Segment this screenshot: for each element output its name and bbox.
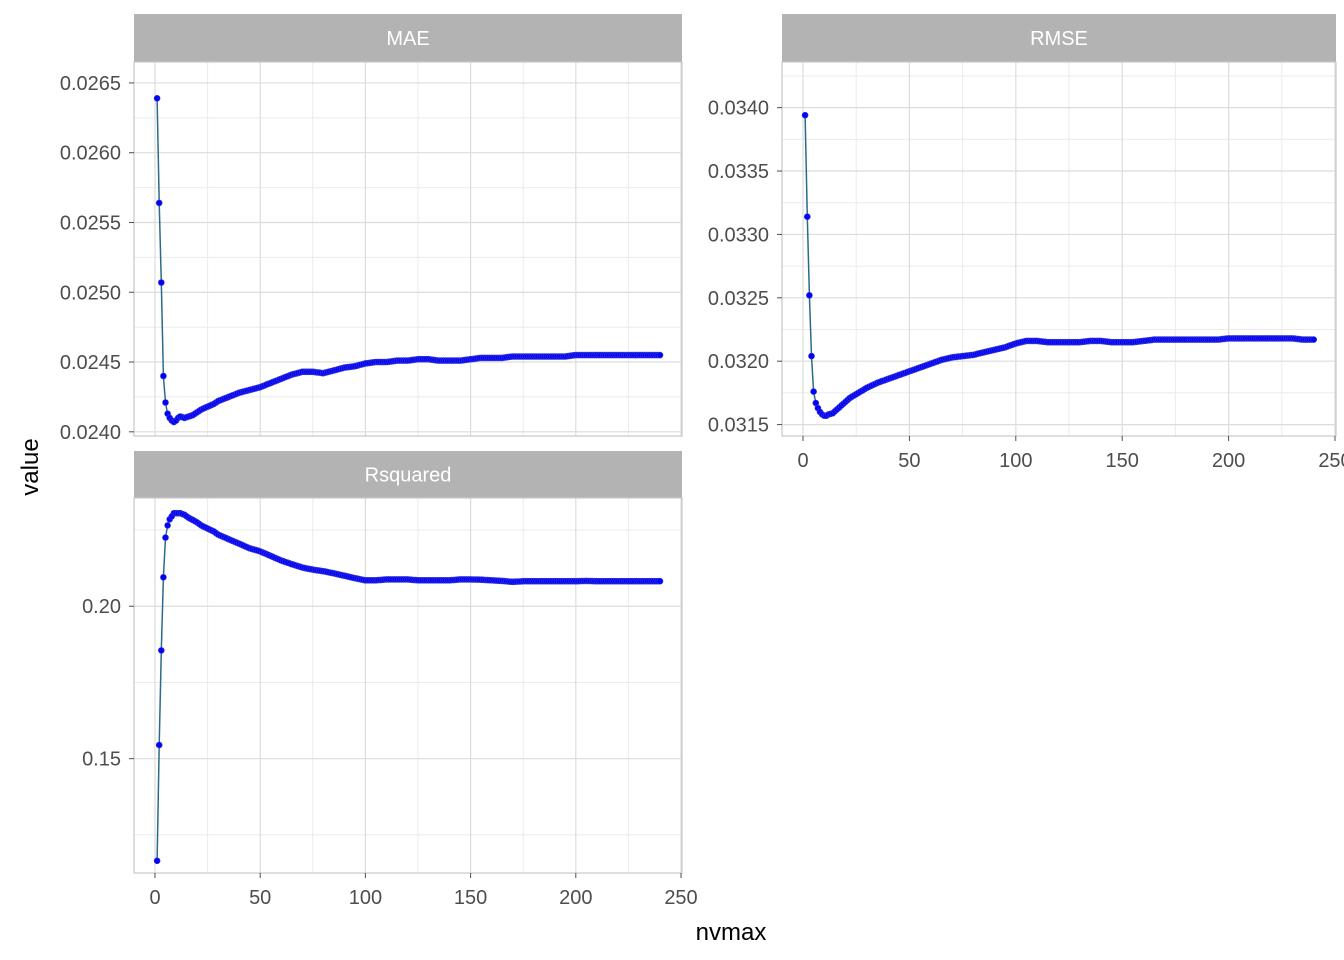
data-point bbox=[158, 647, 165, 654]
x-tick-label: 100 bbox=[999, 450, 1032, 472]
y-tick-label: 0.0315 bbox=[708, 415, 769, 437]
y-tick-label: 0.0330 bbox=[708, 224, 769, 246]
data-point bbox=[153, 857, 161, 865]
data-point bbox=[158, 279, 165, 286]
x-tick-label: 200 bbox=[559, 887, 592, 909]
x-tick-label: 0 bbox=[149, 887, 160, 909]
y-tick-label: 0.0335 bbox=[708, 161, 769, 183]
panel-border bbox=[133, 61, 683, 437]
facet-strip-label: RMSE bbox=[1030, 28, 1088, 50]
y-tick-label: 0.15 bbox=[82, 749, 121, 771]
data-point bbox=[806, 291, 813, 299]
y-tick-label: 0.0245 bbox=[60, 352, 121, 374]
x-tick-label: 200 bbox=[1212, 450, 1245, 472]
series-line bbox=[156, 512, 660, 861]
y-tick-label: 0.0325 bbox=[708, 288, 769, 310]
facet-strip bbox=[134, 451, 682, 498]
facet-strip-label: Rsquared bbox=[365, 465, 452, 487]
data-point bbox=[803, 213, 811, 220]
data-point bbox=[162, 399, 169, 406]
data-point bbox=[808, 352, 815, 360]
series-line bbox=[804, 115, 1314, 417]
facet-strip bbox=[782, 14, 1336, 62]
y-tick-label: 0.0265 bbox=[60, 73, 121, 95]
y-tick-label: 0.0240 bbox=[60, 422, 121, 444]
data-point bbox=[162, 534, 169, 541]
data-point bbox=[656, 351, 664, 359]
y-tick-label: 0.0255 bbox=[60, 212, 121, 234]
data-point bbox=[801, 111, 809, 119]
x-tick-label: 250 bbox=[1318, 450, 1344, 472]
facet-mae: MAE 0.0240 0.0245 0.0250 0.0255 0.0260 0.0265 bbox=[60, 14, 683, 444]
y-tick-label: 0.0250 bbox=[60, 282, 121, 304]
x-tick-label: 250 bbox=[664, 887, 697, 909]
data-point bbox=[656, 577, 664, 585]
y-tick-label: 0.0260 bbox=[60, 143, 121, 165]
panel-border bbox=[781, 61, 1337, 437]
series-points bbox=[153, 95, 664, 426]
data-point bbox=[164, 522, 171, 529]
series-line bbox=[156, 98, 660, 423]
x-axis-title: nvmax bbox=[696, 919, 767, 946]
series-points bbox=[801, 111, 1317, 420]
data-point bbox=[155, 199, 163, 207]
x-tick-label: 100 bbox=[349, 887, 382, 909]
series-points bbox=[153, 509, 664, 865]
data-point bbox=[160, 372, 167, 380]
y-tick-label: 0.0320 bbox=[708, 351, 769, 373]
x-tick-label: 150 bbox=[454, 887, 487, 909]
y-tick-label: 0.20 bbox=[82, 596, 121, 618]
x-tick-label: 50 bbox=[898, 450, 920, 472]
facet-strip-label: MAE bbox=[386, 28, 429, 50]
data-point bbox=[810, 388, 817, 395]
facet-strip bbox=[134, 14, 682, 62]
x-tick-label: 150 bbox=[1106, 450, 1139, 472]
data-point bbox=[153, 95, 161, 102]
data-point bbox=[155, 741, 163, 749]
y-tick-label: 0.0340 bbox=[708, 98, 769, 120]
data-point bbox=[160, 573, 167, 581]
x-tick-label: 50 bbox=[249, 887, 271, 909]
panel-border bbox=[133, 497, 683, 874]
x-tick-label: 0 bbox=[797, 450, 808, 472]
facet-rsquared: Rsquared 0.15 0.20 0 50 100 150 200 250 bbox=[82, 451, 698, 909]
facet-rmse: RMSE 0.0315 0.0320 0.0325 0.0330 0.0335 0.0340… bbox=[708, 14, 1344, 472]
y-axis-title: value bbox=[17, 438, 44, 495]
data-point bbox=[1310, 336, 1317, 343]
